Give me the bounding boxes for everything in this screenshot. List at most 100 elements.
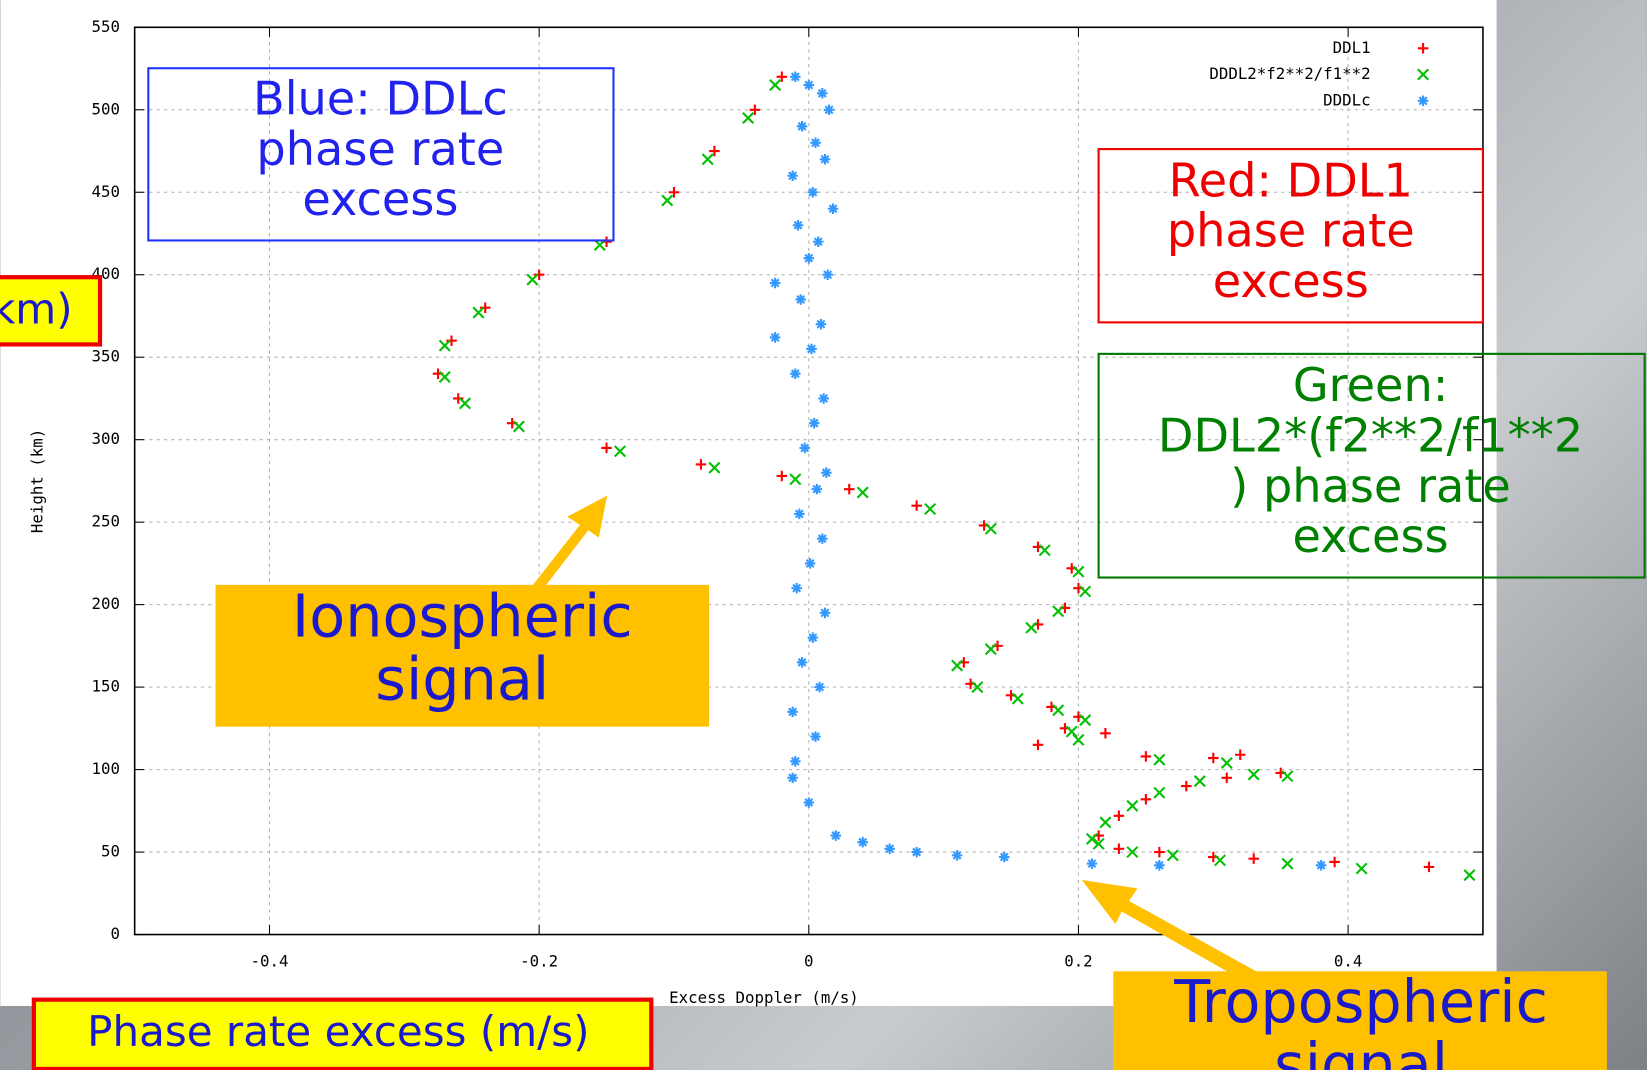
point: [1113, 810, 1125, 822]
point: [1126, 846, 1139, 859]
point: [601, 442, 612, 454]
point: [458, 397, 471, 410]
point: [769, 277, 781, 289]
red-box: [1097, 148, 1484, 324]
annotation-text: excess: [1293, 509, 1449, 563]
point: [814, 681, 825, 693]
x-tick-label: 0.2: [1064, 951, 1092, 970]
point: [1052, 704, 1065, 717]
point: [453, 393, 464, 404]
point: [593, 239, 606, 252]
point: [803, 252, 815, 264]
point: [1011, 692, 1024, 705]
blue-box: [147, 67, 615, 242]
point: [1423, 861, 1435, 873]
point: [818, 393, 829, 404]
point: [823, 104, 835, 116]
point: [1140, 751, 1152, 762]
point: [807, 632, 819, 643]
point: [661, 194, 674, 207]
point: [1193, 775, 1206, 788]
point: [512, 420, 525, 433]
point: [526, 273, 539, 286]
y-tick-label: 200: [92, 594, 120, 613]
point: [843, 483, 855, 495]
point: [924, 502, 937, 515]
point: [951, 659, 964, 672]
point: [1181, 780, 1192, 792]
ionospheric-arrow: [530, 495, 608, 595]
point: [817, 88, 828, 99]
point: [799, 442, 811, 454]
y-axis-label: Height (km): [28, 429, 47, 533]
y-tick-label: 150: [92, 677, 120, 696]
legend-marker: [1417, 68, 1430, 81]
point: [1086, 858, 1098, 869]
point: [1315, 860, 1327, 871]
green-box: [1097, 352, 1646, 579]
point: [708, 461, 721, 474]
point: [1355, 862, 1368, 875]
legend-label: DDL1: [1333, 38, 1371, 57]
point: [999, 851, 1010, 863]
point: [822, 269, 833, 280]
point: [472, 306, 485, 319]
point: [1079, 585, 1092, 598]
point: [790, 368, 801, 379]
point: [1025, 621, 1038, 634]
plot-background: [0, 0, 1496, 1006]
point: [769, 332, 781, 343]
point: [776, 470, 788, 482]
point: [789, 473, 802, 486]
point: [776, 71, 788, 83]
point: [787, 772, 798, 784]
point: [1208, 752, 1219, 764]
point: [1072, 565, 1085, 578]
y-tick-label: 500: [92, 99, 120, 118]
point: [796, 657, 808, 668]
point: [911, 500, 922, 511]
legend-label: DDDLc: [1323, 90, 1370, 109]
y-tick-label: 350: [92, 347, 120, 366]
point: [971, 681, 984, 694]
y-tick-label: 50: [101, 842, 120, 861]
annotation-text: Green:: [1293, 358, 1448, 412]
point: [1154, 846, 1165, 858]
point: [884, 843, 895, 855]
x-tick-label: 0: [804, 951, 813, 970]
point: [479, 302, 491, 313]
point: [1038, 544, 1051, 557]
point: [533, 269, 545, 280]
point: [709, 145, 720, 157]
y-tick-label: 300: [92, 429, 120, 448]
y-tick-label: 450: [92, 182, 120, 201]
point: [769, 79, 782, 92]
point: [1099, 816, 1112, 829]
point: [951, 850, 963, 861]
point: [810, 137, 821, 149]
annotation-text: ) phase rate: [1230, 459, 1511, 513]
point: [1065, 725, 1078, 738]
annotation-text: Tropospheric: [1173, 967, 1548, 1036]
point: [790, 756, 801, 767]
point: [1234, 749, 1246, 760]
tropospheric-box: [1113, 971, 1607, 1070]
annotation-text: Blue: DDLc: [253, 71, 508, 125]
ionospheric-box: [215, 584, 710, 727]
legend-label: DDDL2*f2**2/f1**2: [1209, 64, 1370, 83]
annotation-text: Phase rate excess (m/s): [87, 1007, 589, 1056]
annotation-text: km): [0, 284, 73, 333]
point: [695, 459, 707, 470]
point: [827, 203, 839, 215]
x-tick-label: 0.4: [1334, 951, 1362, 970]
annotation-text: phase rate: [256, 122, 504, 176]
y-label-box: [0, 275, 103, 347]
y-tick-label: 550: [92, 17, 120, 36]
point: [819, 154, 831, 165]
point: [804, 558, 816, 569]
annotation-text: Ionospheric: [292, 582, 633, 651]
point: [1220, 756, 1233, 769]
point: [857, 836, 868, 848]
